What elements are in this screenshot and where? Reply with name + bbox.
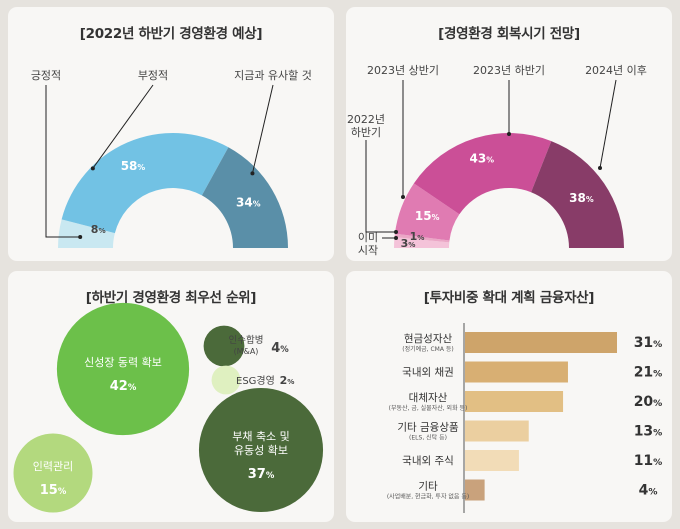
- bubble-value: 2%: [280, 374, 295, 387]
- value-label: 38%: [569, 191, 594, 205]
- leader-line: [92, 84, 154, 169]
- leader-dot: [394, 236, 398, 240]
- category-label: 시작: [358, 244, 378, 257]
- panel-title: [2022년 하반기 경영환경 예상]: [79, 26, 263, 42]
- priority-bubble: [211, 365, 241, 395]
- bubble-label: 부채 축소 및: [232, 430, 290, 443]
- bar-category-label: 대체자산: [409, 392, 448, 404]
- panel-business-outlook: [2022년 하반기 경영환경 예상] 긍정적 부정적 지금과 유사할 것 8% 58%…: [8, 7, 334, 261]
- leader-line: [599, 79, 617, 169]
- bar-category-label: 국내외 채권: [402, 367, 454, 379]
- bubble-label: 인수합병: [229, 335, 264, 346]
- priority-bubble: [203, 325, 245, 367]
- donut-segment: [531, 141, 624, 248]
- value-label: 34%: [236, 195, 261, 209]
- bar-category-sublabel: (ELS, 신탁 등): [409, 434, 447, 442]
- donut-segment: [413, 132, 552, 215]
- leader-dot: [90, 166, 95, 171]
- leader-line: [45, 85, 81, 238]
- bubble-value: 15%: [40, 483, 67, 498]
- category-label: 하반기: [351, 125, 381, 139]
- priority-bubble: [198, 387, 324, 513]
- category-label: 2024년 이후: [585, 64, 647, 77]
- panel-investment-assets: [투자비중 확대 계획 금융자산] 현금성자산 (정기예금, CMA 등) 31% 국…: [346, 271, 672, 522]
- panel-title: [경영환경 회복시기 전망]: [438, 26, 580, 42]
- donut-segment: [201, 147, 288, 248]
- value-label: 43%: [470, 152, 495, 166]
- panel-recovery-timing: [경영환경 회복시기 전망] 2023년 상반기 2023년 하반기 2024년 이…: [346, 7, 672, 261]
- donut-segment: [58, 219, 115, 248]
- priority-bubble: [13, 433, 93, 513]
- bar-value-label: 31%: [634, 335, 663, 351]
- bar-category-sublabel: (사업배분, 현금화, 투자 없음 등): [387, 493, 469, 501]
- category-label: 2023년 하반기: [473, 63, 545, 77]
- bar-value-label: 13%: [634, 424, 663, 440]
- panel-title: [하반기 경영환경 최우선 순위]: [85, 290, 257, 306]
- leader-dot: [401, 195, 405, 199]
- value-label: 8%: [91, 223, 106, 236]
- value-label: 15%: [415, 209, 440, 223]
- donut-segment: [394, 183, 460, 241]
- bar-value-label: 21%: [634, 365, 663, 381]
- bar-value-label: 20%: [634, 394, 663, 410]
- value-label: 58%: [121, 159, 146, 173]
- bar-category-label: 기타 금융상품: [397, 422, 459, 434]
- bar-category-label: 국내외 주식: [402, 455, 454, 467]
- outlook-donut-chart: 긍정적 부정적 지금과 유사할 것 8% 58% 34%: [31, 69, 312, 248]
- bar-value-label: 4%: [639, 483, 658, 499]
- bubble-value: 4%: [271, 341, 289, 356]
- bar: [465, 361, 568, 383]
- bar: [465, 420, 529, 442]
- leader-dot: [598, 166, 602, 170]
- priority-bubble: [56, 302, 190, 436]
- category-label: 2022년: [347, 113, 385, 126]
- bubble-label: (M&A): [234, 347, 259, 356]
- category-label: 긍정적: [31, 69, 61, 82]
- donut-segment: [394, 237, 450, 248]
- value-label: 3%: [401, 237, 416, 250]
- leader-line: [365, 140, 396, 233]
- bar-category-label: 기타: [418, 481, 438, 493]
- leader-dot: [394, 230, 398, 234]
- bubble-label: 신성장 동력 확보: [84, 356, 162, 369]
- bar: [465, 450, 519, 471]
- leader-dot: [507, 132, 511, 136]
- bubble-value: 37%: [248, 467, 275, 482]
- donut-segment: [394, 233, 450, 243]
- bubble-label: 인력관리: [33, 460, 73, 473]
- bar: [465, 391, 564, 412]
- bubble-label: ESG경영: [236, 374, 275, 387]
- leader-line: [251, 84, 274, 174]
- category-label: 2023년 상반기: [367, 64, 439, 77]
- bar: [465, 332, 617, 353]
- donut-segment: [61, 133, 229, 234]
- category-label: 지금과 유사할 것: [234, 69, 312, 82]
- bar-category-label: 현금성자산: [404, 333, 453, 345]
- panel-priority: [하반기 경영환경 최우선 순위] 신성장 동력 확보 42% 부채 축소 및 유동성…: [8, 271, 334, 522]
- assets-bar-chart: 현금성자산(정기예금, CMA 등) 31% 국내외 채권 21% 대체자산(부동산, …: [387, 323, 663, 513]
- category-label: 부정적: [138, 69, 168, 82]
- category-label: 이미: [358, 231, 378, 244]
- bar-value-label: 11%: [634, 453, 663, 469]
- bar: [465, 479, 485, 501]
- bubble-label: 유동성 확보: [234, 444, 288, 457]
- bar-category-sublabel: (부동산, 금, 실물자산, 외화 등): [389, 404, 468, 412]
- bar-category-sublabel: (정기예금, CMA 등): [402, 345, 453, 353]
- leader-dot: [250, 171, 255, 176]
- panel-title: [투자비중 확대 계획 금융자산]: [423, 290, 595, 306]
- value-label: 1%: [410, 230, 425, 243]
- leader-dot: [78, 235, 83, 240]
- bubble-value: 42%: [110, 379, 137, 394]
